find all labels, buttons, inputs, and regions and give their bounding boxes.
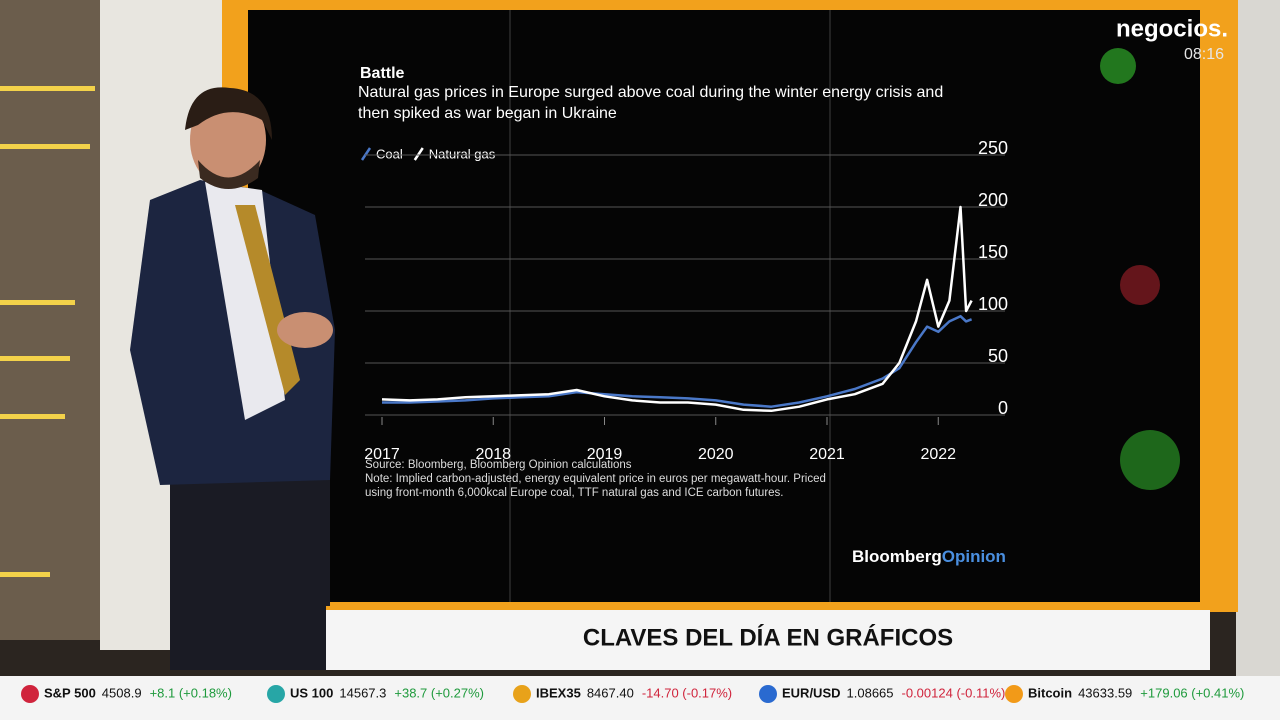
ticker-price: 4508.9 [102, 685, 142, 700]
ticker-price: 14567.3 [339, 685, 386, 700]
screen-glow [1120, 265, 1160, 305]
ticker-name: Bitcoin [1028, 685, 1072, 700]
y-tick-label: 100 [978, 294, 1008, 314]
chart-source: Source: Bloomberg, Bloomberg Opinion cal… [365, 459, 632, 471]
series-line [381, 205, 973, 413]
ticker-name: US 100 [290, 685, 333, 700]
ticker: S&P 500 4508.9 +8.1 (+0.18%) US 100 14567.3 +… [21, 685, 1244, 703]
ticker-price: 1.08665 [847, 685, 894, 700]
plot: 0 50 100 150 200 250 2017 2018 2019 2020 2021 2022 [364, 138, 1008, 463]
brand: BloombergOpinion [852, 547, 1006, 566]
legend-label: Coal [376, 146, 403, 161]
screen-seams [509, 10, 831, 602]
ticker-icon [759, 685, 777, 703]
screen-glow [1120, 430, 1180, 490]
x-tick-label: 2020 [698, 446, 734, 463]
ticker-change: +38.7 (+0.27%) [394, 685, 484, 700]
screen [248, 10, 1200, 602]
wall [0, 0, 110, 640]
ticker-change: +8.1 (+0.18%) [150, 685, 232, 700]
y-tick-label: 150 [978, 242, 1008, 262]
series-line [382, 314, 973, 408]
ticker-change: +179.06 (+0.41%) [1140, 685, 1244, 700]
x-tick-label: 2018 [475, 446, 511, 463]
x-tick-label: 2019 [587, 446, 623, 463]
ticker-icon [1005, 685, 1023, 703]
y-tick-label: 250 [978, 138, 1008, 158]
ticker-price: 8467.40 [587, 685, 634, 700]
clock: 08:16 [1184, 46, 1224, 63]
legend-swatch [360, 147, 372, 161]
lower-third [326, 606, 1210, 670]
wall-lights [0, 86, 95, 577]
ticker-name: EUR/USD [782, 685, 841, 700]
legend-swatch [413, 147, 424, 161]
legend-label: Natural gas [429, 146, 496, 161]
ticker-bar [0, 676, 1280, 720]
presenter [130, 87, 335, 670]
brand-main: Bloomberg [852, 547, 942, 566]
legend: Coal Natural gas [360, 146, 496, 161]
ticker-change: -0.00124 (-0.11%) [902, 685, 1006, 700]
chart-title: Battle [360, 65, 405, 82]
lower-third-accent [326, 606, 1210, 610]
x-tick-label: 2021 [809, 446, 845, 463]
chart-notes-box: Source: Bloomberg, Bloomberg Opinion cal… [365, 459, 826, 499]
ticker-name: S&P 500 [44, 685, 96, 700]
brand-accent: Opinion [942, 547, 1006, 566]
ticker-icon [21, 685, 39, 703]
chart-subtitle: Natural gas prices in Europe surged abov… [358, 84, 944, 122]
chart-subtitle-box: Natural gas prices in Europe surged abov… [358, 84, 944, 122]
ticker-price: 43633.59 [1078, 685, 1132, 700]
y-tick-label: 0 [998, 398, 1008, 418]
y-tick-label: 200 [978, 190, 1008, 210]
pillar-right [1236, 0, 1280, 680]
chart-note: Note: Implied carbon-adjusted, energy eq… [365, 473, 826, 499]
x-tick-label: 2022 [920, 446, 956, 463]
ticker-change: -14.70 (-0.17%) [642, 685, 732, 700]
lower-third-text: CLAVES DEL DÍA EN GRÁFICOS [583, 623, 953, 651]
ticker-icon [267, 685, 285, 703]
x-tick-label: 2017 [364, 446, 400, 463]
y-tick-label: 50 [988, 346, 1008, 366]
screen-glow [1100, 48, 1136, 84]
channel-logo: negocios. [1116, 15, 1228, 42]
ticker-icon [513, 685, 531, 703]
ticker-name: IBEX35 [536, 685, 581, 700]
